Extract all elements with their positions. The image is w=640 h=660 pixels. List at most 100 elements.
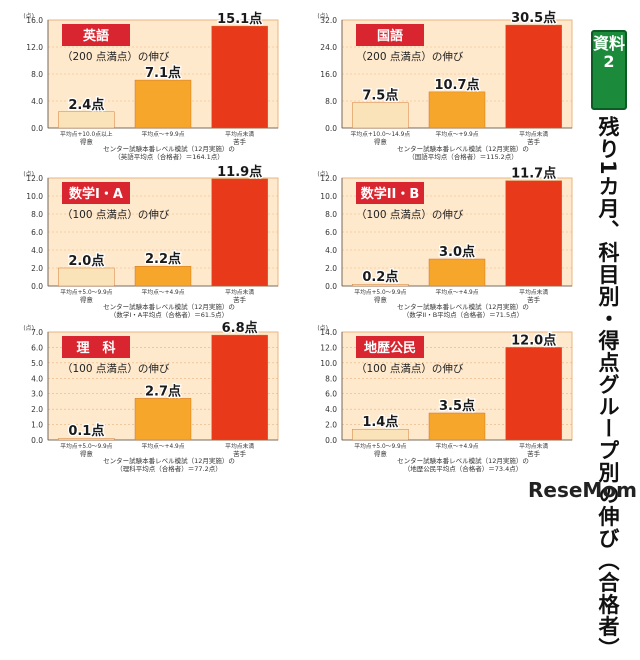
- chart-panel-0: (点) 0.0 4.0 8.0 12.0 16.0 英語 （200 点満点）の伸び 2.4点平均…: [23, 10, 279, 161]
- footnote-line-1: センター試験本番レベル模試（12月実施）の: [103, 456, 235, 465]
- chart-subtitle: （100 点満点）の伸び: [356, 209, 464, 221]
- bar-0: [58, 438, 115, 441]
- group-label-right: 苦手: [233, 295, 247, 304]
- material-tag-label: 資料2: [593, 34, 626, 71]
- data-label-1: 2.7点: [145, 383, 181, 399]
- x-tick-label-0: 平均点+10.0点以上: [60, 130, 113, 138]
- chart-subtitle: （100 点満点）の伸び: [356, 363, 464, 375]
- x-tick-label-1: 平均点〜+4.9点: [435, 288, 478, 296]
- x-tick-label-1: 平均点〜+9.9点: [435, 130, 478, 138]
- y-unit-label: (点): [317, 170, 328, 178]
- y-tick-label: 8.0: [31, 70, 43, 79]
- data-label-0: 0.1点: [68, 423, 104, 439]
- y-tick-label: 12.0: [26, 174, 43, 183]
- chart-title: 数学I・A: [69, 186, 123, 202]
- bar-0: [352, 283, 409, 287]
- y-tick-label: 4.0: [31, 97, 43, 106]
- chart-title-box: [62, 24, 130, 46]
- bar-2: [505, 24, 562, 129]
- footnote-line-2: （理科平均点（合格者）＝77.2点）: [116, 464, 221, 473]
- data-label-1: 10.7点: [434, 77, 479, 93]
- y-tick-label: 8.0: [31, 210, 43, 219]
- footnote-line-1: センター試験本番レベル模試（12月実施）の: [103, 144, 235, 153]
- footnote-line-2: （地歴公民平均点（合格者）＝73.4点）: [404, 464, 522, 473]
- chart-subtitle: （200 点満点）の伸び: [356, 51, 464, 63]
- x-tick-label-0: 平均点+5.0〜9.9点: [60, 288, 112, 296]
- group-label-left: 得意: [374, 449, 388, 458]
- y-tick-label: 12.0: [320, 174, 337, 183]
- x-tick-label-2: 平均点未満: [225, 288, 254, 296]
- y-tick-label: 10.0: [320, 359, 337, 368]
- x-tick-label-0: 平均点+5.0〜9.9点: [60, 442, 112, 450]
- data-label-2: 11.9点: [217, 164, 262, 180]
- data-label-2: 30.5点: [511, 10, 556, 26]
- resemom-logo: ReseMom: [528, 478, 637, 502]
- x-tick-label-0: 平均点+10.0〜14.9点: [351, 130, 411, 138]
- x-tick-label-1: 平均点〜+9.9点: [141, 130, 184, 138]
- y-tick-label: 0.0: [325, 436, 337, 445]
- bar-0: [352, 428, 409, 441]
- chart-title: 国語: [377, 28, 403, 44]
- data-label-0: 7.5点: [362, 88, 398, 104]
- y-tick-label: 4.0: [31, 374, 43, 383]
- y-tick-label: 4.0: [325, 405, 337, 414]
- y-tick-label: 5.0: [31, 359, 43, 368]
- chart-panel-5: (点) 0.0 2.0 4.0 6.0 8.0 10.0 12.0 14.0 地歴公民 （100 点…: [317, 324, 573, 473]
- data-label-0: 1.4点: [362, 414, 398, 430]
- y-tick-label: 2.0: [325, 264, 337, 273]
- x-tick-label-2: 平均点未満: [225, 442, 254, 450]
- chart-title-box: [62, 182, 130, 204]
- data-label-1: 3.0点: [439, 244, 475, 260]
- y-tick-label: 0.0: [31, 436, 43, 445]
- chart-figure: (点) 0.0 4.0 8.0 12.0 16.0 英語 （200 点満点）の伸び 2.4点 平均…: [23, 9, 637, 660]
- group-label-left: 得意: [80, 137, 94, 146]
- data-label-1: 2.2点: [145, 251, 181, 267]
- bar-2: [211, 25, 268, 129]
- bar-2: [211, 334, 268, 441]
- group-label-left: 得意: [374, 295, 388, 304]
- y-tick-label: 8.0: [325, 210, 337, 219]
- logo-text: ReseMom: [528, 478, 637, 502]
- y-tick-label: 24.0: [320, 43, 337, 52]
- group-label-left: 得意: [80, 295, 94, 304]
- data-label-2: 12.0点: [511, 332, 556, 348]
- bar-1: [428, 91, 486, 129]
- y-tick-label: 0.0: [325, 282, 337, 291]
- y-tick-label: 8.0: [325, 374, 337, 383]
- chart-subtitle: （200 点満点）の伸び: [62, 51, 170, 63]
- x-tick-label-1: 平均点〜+4.9点: [435, 442, 478, 450]
- x-tick-label-0: 平均点+5.0〜9.9点: [354, 442, 406, 450]
- group-label-right: 苦手: [527, 137, 541, 146]
- charts-svg: (点) 0.0 4.0 8.0 12.0 16.0 英語 （200 点満点）の伸び 2.4点平均…: [23, 9, 573, 473]
- chart-subtitle: （100 点満点）の伸び: [62, 209, 170, 221]
- footnote-line-2: （国語平均点（合格者）＝115.2点）: [408, 152, 518, 161]
- bar-1: [428, 258, 486, 287]
- chart-panel-1: (点) 0.0 8.0 16.0 24.0 32.0 国語 （200 点満点）の伸び 7.5点平…: [317, 9, 573, 161]
- y-tick-label: 2.0: [31, 264, 43, 273]
- x-tick-label-2: 平均点未満: [519, 288, 548, 296]
- chart-panel-2: (点) 0.0 2.0 4.0 6.0 8.0 10.0 12.0 数学I・A （100 点満点）…: [23, 163, 279, 319]
- chart-subtitle: （100 点満点）の伸び: [62, 363, 170, 375]
- y-unit-label: (点): [317, 12, 328, 20]
- chart-title: 理 科: [76, 340, 115, 356]
- bar-1: [428, 412, 486, 441]
- y-tick-label: 14.0: [320, 328, 337, 337]
- footnote-line-2: （数学I・A平均点（合格者）＝61.5点）: [110, 310, 228, 319]
- data-label-0: 2.4点: [68, 97, 104, 113]
- x-tick-label-2: 平均点未満: [225, 130, 254, 138]
- y-tick-label: 6.0: [31, 343, 43, 352]
- y-unit-label: (点): [317, 324, 328, 332]
- group-label-right: 苦手: [233, 137, 247, 146]
- chart-title: 地歴公民: [364, 340, 416, 356]
- y-tick-label: 4.0: [31, 246, 43, 255]
- chart-panel-4: (点) 0.0 1.0 2.0 3.0 4.0 5.0 6.0 7.0 理 科 （100 点満点）の…: [23, 319, 279, 473]
- group-label-right: 苦手: [233, 449, 247, 458]
- y-unit-label: (点): [23, 324, 34, 332]
- y-unit-label: (点): [23, 170, 34, 178]
- chart-title-box: [62, 336, 130, 358]
- x-tick-label-2: 平均点未満: [519, 442, 548, 450]
- data-label-2: 6.8点: [222, 320, 258, 336]
- chart-panel-3: (点) 0.0 2.0 4.0 6.0 8.0 10.0 12.0 数学II・B （100 点満点…: [317, 164, 573, 319]
- footnote-line-1: センター試験本番レベル模試（12月実施）の: [397, 456, 529, 465]
- bar-0: [58, 267, 115, 287]
